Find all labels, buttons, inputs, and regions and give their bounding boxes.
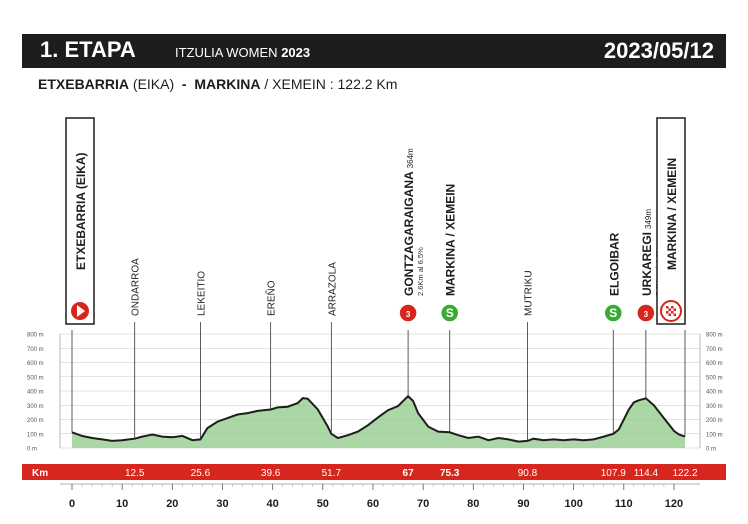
climb-badge-icon (636, 303, 656, 323)
km-mark: 25.6 (191, 468, 211, 479)
km-mark: 114.4 (634, 468, 659, 479)
finish-label: MARKINA / XEMEIN (665, 158, 679, 270)
place-label: ELGOIBAR (607, 232, 621, 296)
place-label: ARRAZOLA (327, 262, 338, 316)
checker-square (668, 313, 671, 316)
km-mark: 39.6 (261, 468, 281, 479)
km-mark: 67 (403, 468, 415, 479)
km-mark: 12.5 (125, 468, 145, 479)
place-label-group: ELGOIBAR (607, 232, 621, 296)
y-tick-label: 400 m (706, 390, 723, 396)
y-tick-label: 200 m (27, 418, 44, 424)
finish-banner (656, 117, 686, 325)
y-tick-label: 600 m (27, 361, 44, 367)
route-finish: MARKINA (194, 76, 261, 92)
place-label-group: MARKINA / XEMEIN (444, 184, 458, 296)
km-mark: 90.8 (518, 468, 538, 479)
y-tick-label: 0 m (27, 447, 37, 453)
checker-square (666, 311, 669, 314)
x-tick-label: 30 (216, 498, 228, 510)
y-tick-label: 300 m (706, 404, 723, 410)
x-tick-label: 80 (467, 498, 479, 510)
climb-category-icon: 3 (644, 310, 649, 319)
x-tick-label: 50 (317, 498, 329, 510)
start-label: ETXEBARRIA (EIKA) (74, 152, 88, 270)
place-label: MUTRIKU (523, 270, 534, 316)
checker-square (673, 313, 676, 316)
y-tick-label: 600 m (706, 361, 723, 367)
y-tick-label: 0 m (706, 447, 716, 453)
x-tick-label: 100 (564, 498, 582, 510)
x-tick-label: 60 (367, 498, 379, 510)
stage-header: 1. ETAPA ITZULIA WOMEN 2023 2023/05/12 (22, 34, 726, 68)
y-tick-label: 700 m (27, 347, 44, 353)
y-tick-label: 200 m (706, 418, 723, 424)
route-start-alt: (EIKA) (132, 76, 175, 92)
place-label: MARKINA / XEMEIN (444, 184, 458, 296)
km-mark: 122.2 (672, 468, 697, 479)
x-tick-label: 110 (615, 498, 633, 510)
sprint-badge-icon (439, 303, 460, 323)
route-finish-alt: / XEMEIN : 122.2 Km (264, 76, 398, 92)
place-label: EREÑO (265, 280, 278, 316)
checker-square (673, 308, 676, 311)
km-mark: 75.3 (440, 468, 460, 479)
profile-line (71, 394, 686, 443)
y-tick-label: 300 m (27, 404, 44, 410)
km-mark: 51.7 (322, 468, 342, 479)
route-separator: - (181, 76, 187, 92)
km-bar-label: Km (32, 468, 48, 479)
y-tick-label: 700 m (706, 347, 723, 353)
checker-square (671, 311, 674, 314)
x-tick-label: 90 (517, 498, 529, 510)
y-tick-label: 500 m (27, 375, 44, 381)
place-label: ONDARROA (131, 258, 142, 316)
climb-altitude: 349m (644, 209, 653, 229)
km-bar (22, 464, 726, 480)
place-label: GONTZAGARAIGANA364m (402, 148, 416, 296)
race-title: ITZULIA WOMEN (175, 45, 278, 60)
x-tick-label: 120 (665, 498, 683, 510)
y-tick-label: 100 m (27, 432, 44, 438)
checker-square (666, 306, 669, 309)
climb-detail: 2.6Km al 6.5% (416, 247, 425, 296)
climb-badge-icon (398, 303, 418, 323)
sprint-letter-icon: S (609, 306, 617, 320)
y-tick-label: 400 m (27, 390, 44, 396)
route-line: ETXEBARRIA (EIKA) - MARKINA / XEMEIN : 1… (38, 76, 397, 92)
climb-category-icon: 3 (406, 310, 411, 319)
profile-area (72, 396, 685, 448)
y-tick-label: 500 m (706, 375, 723, 381)
km-mark: 107.9 (601, 468, 626, 479)
stage-number: 1. ETAPA (40, 37, 136, 62)
checker-square (671, 306, 674, 309)
sprint-letter-icon: S (446, 306, 454, 320)
race-name: ITZULIA WOMEN 2023 (175, 45, 310, 60)
y-tick-label: 800 m (27, 333, 44, 339)
x-tick-label: 0 (69, 498, 75, 510)
climb-altitude: 364m (406, 148, 415, 168)
x-tick-label: 70 (417, 498, 429, 510)
y-tick-label: 800 m (706, 333, 723, 339)
sprint-badge-icon (603, 303, 624, 323)
x-tick-label: 40 (267, 498, 279, 510)
start-banner (65, 117, 95, 325)
y-tick-label: 100 m (706, 432, 723, 438)
place-label: URKAREGI349m (640, 209, 654, 296)
route-start: ETXEBARRIA (38, 76, 130, 92)
play-triangle-icon (77, 305, 85, 317)
x-tick-label: 10 (116, 498, 128, 510)
stage-date: 2023/05/12 (603, 38, 714, 63)
race-year: 2023 (281, 45, 311, 60)
checker-square (668, 308, 671, 311)
x-tick-label: 20 (166, 498, 178, 510)
place-label: LEKEITIO (196, 271, 207, 316)
